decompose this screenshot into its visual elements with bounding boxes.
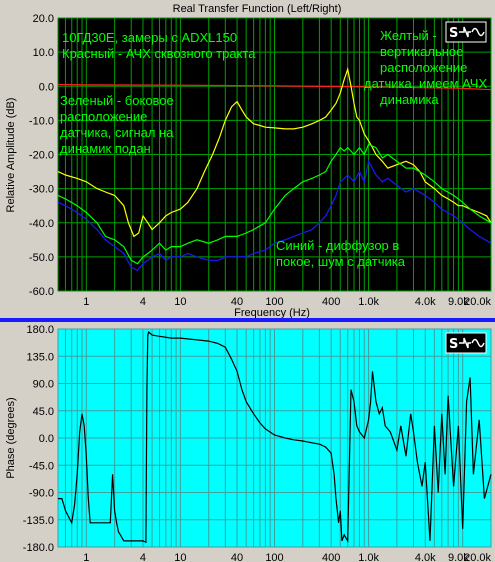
x-tick-label: 4.0k	[415, 296, 436, 308]
y-tick-label: 135.0	[26, 351, 54, 363]
annotation-green-line-2: расположение	[60, 109, 147, 124]
series-line-0	[57, 83, 492, 91]
x-tick-label: 1.0k	[358, 552, 379, 562]
x-tick-label: 4	[140, 296, 146, 308]
top-y-axis-label: Relative Amplitude (dB)	[5, 98, 17, 213]
y-tick-label: -180.0	[23, 542, 54, 554]
x-tick-label: 1	[83, 296, 89, 308]
logo-icon-top: S	[445, 21, 487, 43]
chart-separator	[0, 318, 495, 322]
annotation-green-line-1: Зеленый - боковое	[60, 93, 174, 108]
annotation-yellow-line-1: Желтый -	[380, 28, 437, 43]
x-tick-label: 20.0k	[464, 552, 491, 562]
bottom-y-tick-labels: 180.0 135.0 90.0 45.0 0.0 -45.0 -90.0 -135.0 -18…	[23, 324, 54, 554]
y-tick-label: 45.0	[33, 406, 54, 418]
x-tick-label: 400	[322, 552, 340, 562]
x-tick-label: 1	[83, 552, 89, 562]
svg-text:S: S	[449, 337, 458, 352]
annotation-yellow-line-3: расположение	[380, 60, 467, 75]
x-tick-label: 100	[265, 296, 283, 308]
x-tick-label: 9.0k	[448, 296, 469, 308]
y-tick-label: 90.0	[33, 379, 54, 391]
logo-icon-bottom: S	[445, 332, 487, 354]
x-tick-label: 400	[322, 296, 340, 308]
bottom-series-group	[58, 330, 492, 544]
x-tick-label: 10	[174, 552, 186, 562]
y-tick-label: -90.0	[29, 488, 54, 500]
y-tick-label: 180.0	[26, 324, 54, 336]
annotation-yellow-line-5: динамика	[380, 92, 439, 107]
series-line-3	[57, 159, 492, 272]
y-tick-label: -45.0	[29, 460, 54, 472]
x-tick-label: 10	[174, 296, 186, 308]
y-tick-label: -30.0	[29, 184, 54, 196]
y-tick-label: -135.0	[23, 515, 54, 527]
bottom-y-axis-label: Phase (degrees)	[5, 397, 17, 478]
svg-text:S: S	[449, 26, 458, 41]
annotation-yellow-line-4: датчика, имеем АЧХ	[364, 76, 487, 91]
x-tick-label: 20.0k	[464, 296, 491, 308]
x-tick-label: 40	[231, 552, 243, 562]
series-line-2	[57, 143, 492, 265]
y-tick-label: -50.0	[29, 252, 54, 264]
top-chart-title: Real Transfer Function (Left/Right)	[173, 3, 342, 15]
annotation-blue-line-2: покое, шум с датчика	[276, 254, 406, 269]
x-tick-label: 4	[140, 552, 146, 562]
series-line-0	[58, 330, 492, 544]
x-tick-label: 40	[231, 296, 243, 308]
top-series-group	[57, 66, 492, 272]
annotation-green: Зеленый - боковое расположение датчика, …	[60, 93, 177, 156]
annotation-title-line-2: Красный - АЧХ сквозного тракта	[62, 46, 256, 61]
annotation-yellow: Желтый - вертикальное расположение датчи…	[364, 28, 491, 107]
top-grid	[57, 17, 492, 292]
top-y-tick-labels: 20.0 10.0 0.0 -10.0 -20.0 -30.0 -40.0 -50.0 -60.…	[29, 13, 54, 298]
annotation-yellow-line-2: вертикальное	[380, 44, 463, 59]
y-tick-label: -40.0	[29, 218, 54, 230]
annotation-title-line-1: 10ГД30Е, замеры с ADXL150	[62, 30, 237, 45]
series-line-1	[57, 66, 492, 238]
annotation-green-line-3: датчика, сигнал на	[60, 125, 174, 140]
y-tick-label: 10.0	[33, 47, 54, 59]
y-tick-label: 0.0	[39, 81, 54, 93]
y-tick-label: 20.0	[33, 13, 54, 25]
y-tick-label: -10.0	[29, 115, 54, 127]
annotation-title: 10ГД30Е, замеры с ADXL150 Красный - АЧХ …	[62, 30, 256, 61]
y-tick-label: 0.0	[39, 433, 54, 445]
x-tick-label: 1.0k	[358, 296, 379, 308]
annotation-green-line-4: динамик подан	[60, 141, 151, 156]
x-tick-label: 4.0k	[415, 552, 436, 562]
annotation-blue: Синий - диффузор в покое, шум с датчика	[276, 238, 406, 269]
y-tick-label: -60.0	[29, 286, 54, 298]
x-tick-label: 100	[265, 552, 283, 562]
annotation-blue-line-1: Синий - диффузор в	[276, 238, 399, 253]
bottom-grid	[57, 328, 492, 548]
y-tick-label: -20.0	[29, 150, 54, 162]
x-tick-label: 9.0k	[448, 552, 469, 562]
top-x-axis-label: Frequency (Hz)	[234, 307, 310, 319]
